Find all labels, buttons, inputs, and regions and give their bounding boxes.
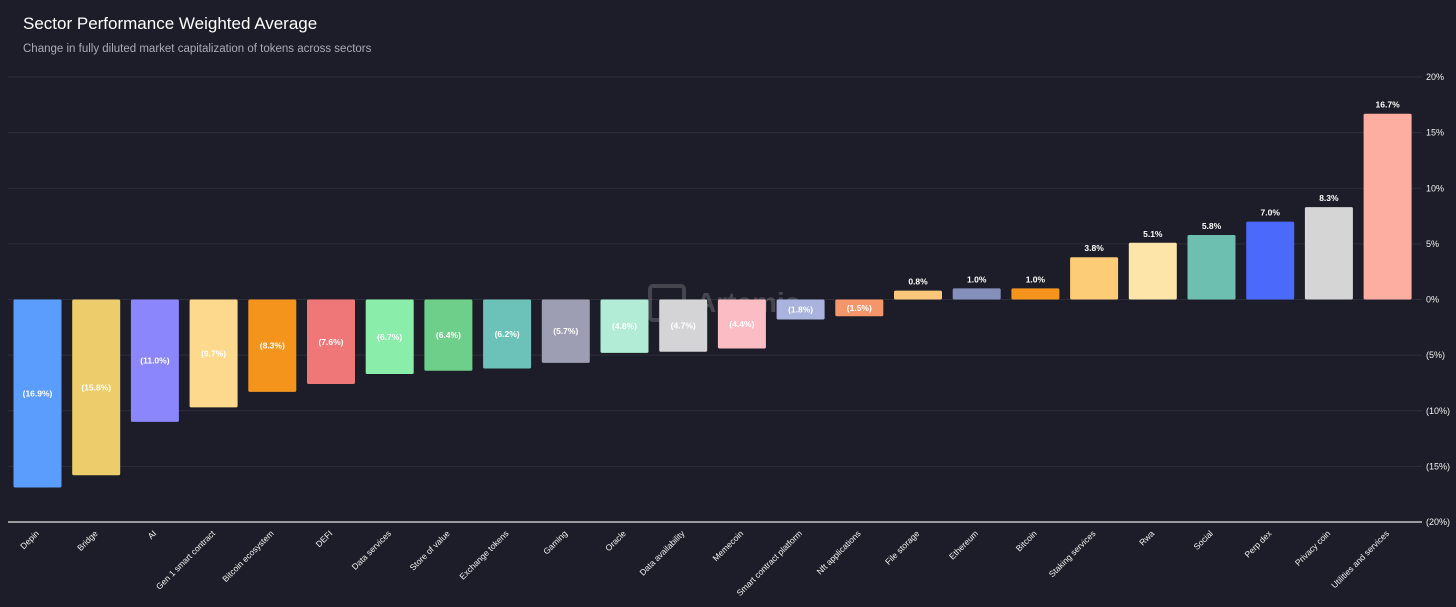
data-label: 3.8% — [1084, 243, 1104, 253]
chart-title: Sector Performance Weighted Average — [23, 14, 318, 33]
data-labels: (16.9%) (15.8%) (11.0%) (9.7%) (8.3%) (7.6%) (… — [23, 100, 1400, 399]
data-label: (6.2%) — [495, 329, 520, 339]
x-tick-label: Utilities and services — [1329, 528, 1391, 590]
bar[interactable] — [717, 299, 766, 349]
bar[interactable] — [952, 288, 1001, 300]
y-tick-label: (5%) — [1426, 350, 1445, 360]
x-tick-label: Exchange tokens — [457, 528, 510, 581]
bar[interactable] — [483, 299, 532, 369]
data-label: 8.3% — [1319, 193, 1339, 203]
bar[interactable] — [189, 299, 238, 408]
y-tick-label: 5% — [1426, 239, 1439, 249]
data-label: 1.0% — [967, 274, 987, 284]
x-tick-label: File storage — [883, 528, 922, 567]
x-tick-label: Bridge — [75, 528, 100, 553]
bar[interactable] — [307, 299, 355, 385]
bar[interactable] — [1070, 257, 1119, 300]
y-tick-label: (20%) — [1426, 517, 1450, 527]
y-tick-label: 15% — [1426, 128, 1444, 138]
x-tick-label: Gen 1 smart contract — [154, 528, 218, 592]
x-tick-label: Privacy coin — [1293, 528, 1333, 568]
bar[interactable] — [835, 299, 884, 317]
bar[interactable] — [1011, 288, 1060, 300]
x-tick-label: Staking services — [1047, 528, 1098, 579]
x-tick-label: Ethereum — [947, 528, 980, 561]
data-label: (4.7%) — [671, 321, 696, 331]
x-tick-label: Memecoin — [711, 528, 746, 563]
data-label: (8.3%) — [260, 341, 285, 351]
data-label: (15.8%) — [81, 382, 111, 392]
y-tick-label: 20% — [1426, 72, 1444, 82]
y-tick-label: (15%) — [1426, 461, 1450, 471]
x-tick-label: Social — [1191, 528, 1215, 552]
x-tick-label: Rwa — [1137, 528, 1156, 547]
y-axis: 20% 15% 10% 5% 0% (5%) (10%) (15%) (20%) — [1426, 72, 1450, 527]
bar[interactable] — [1187, 234, 1236, 300]
data-label: (6.4%) — [436, 330, 461, 340]
bar[interactable] — [600, 299, 649, 353]
bar[interactable] — [424, 299, 473, 371]
bar[interactable] — [72, 299, 121, 476]
bar[interactable] — [130, 299, 179, 422]
data-label: (4.8%) — [612, 321, 637, 331]
x-tick-label: AI — [146, 528, 159, 541]
bar[interactable] — [894, 290, 942, 300]
x-tick-label: Nft applications — [815, 528, 863, 576]
x-tick-label: DEFI — [314, 528, 335, 549]
data-label: (6.7%) — [377, 332, 402, 342]
data-label: (1.5%) — [847, 303, 872, 313]
y-tick-label: 10% — [1426, 183, 1444, 193]
bars — [13, 113, 1412, 488]
data-label: (1.8%) — [788, 305, 813, 315]
data-label: 7.0% — [1261, 208, 1281, 218]
x-tick-label: Bitcoin — [1014, 528, 1039, 553]
data-label: (7.6%) — [318, 337, 343, 347]
y-tick-label: 0% — [1426, 295, 1439, 305]
bar[interactable] — [1246, 221, 1295, 300]
bar[interactable] — [1363, 113, 1412, 300]
bar[interactable] — [1128, 242, 1177, 300]
data-label: (4.4%) — [729, 319, 754, 329]
x-tick-label: Oracle — [603, 528, 628, 553]
bar[interactable] — [659, 299, 708, 352]
data-label: 16.7% — [1376, 100, 1401, 110]
data-label: 5.1% — [1143, 229, 1163, 239]
gridlines — [8, 76, 1422, 523]
x-tick-label: Depin — [18, 528, 41, 551]
x-tick-label: Smart contract platform — [734, 528, 804, 598]
bar[interactable] — [13, 299, 62, 488]
bar[interactable] — [776, 299, 825, 320]
data-label: (11.0%) — [140, 356, 169, 366]
data-label: (9.7%) — [201, 348, 226, 358]
bar[interactable] — [365, 299, 414, 375]
bar[interactable] — [1304, 207, 1353, 300]
x-tick-label: Data services — [350, 528, 393, 571]
bar[interactable] — [541, 299, 590, 363]
data-label: 5.8% — [1202, 221, 1222, 231]
x-tick-label: Store of value — [408, 528, 452, 572]
x-tick-label: Gaming — [541, 528, 569, 556]
bar[interactable] — [248, 299, 297, 392]
chart-subtitle: Change in fully diluted market capitaliz… — [23, 43, 372, 55]
x-tick-label: Bitcoin ecosystem — [220, 528, 276, 584]
x-tick-label: Perp dex — [1242, 528, 1274, 560]
data-label: (16.9%) — [23, 389, 53, 399]
data-label: (5.7%) — [553, 326, 578, 336]
data-label: 1.0% — [1026, 274, 1046, 284]
x-tick-label: Data availability — [637, 528, 687, 578]
y-tick-label: (10%) — [1426, 406, 1450, 416]
data-label: 0.8% — [908, 277, 928, 287]
